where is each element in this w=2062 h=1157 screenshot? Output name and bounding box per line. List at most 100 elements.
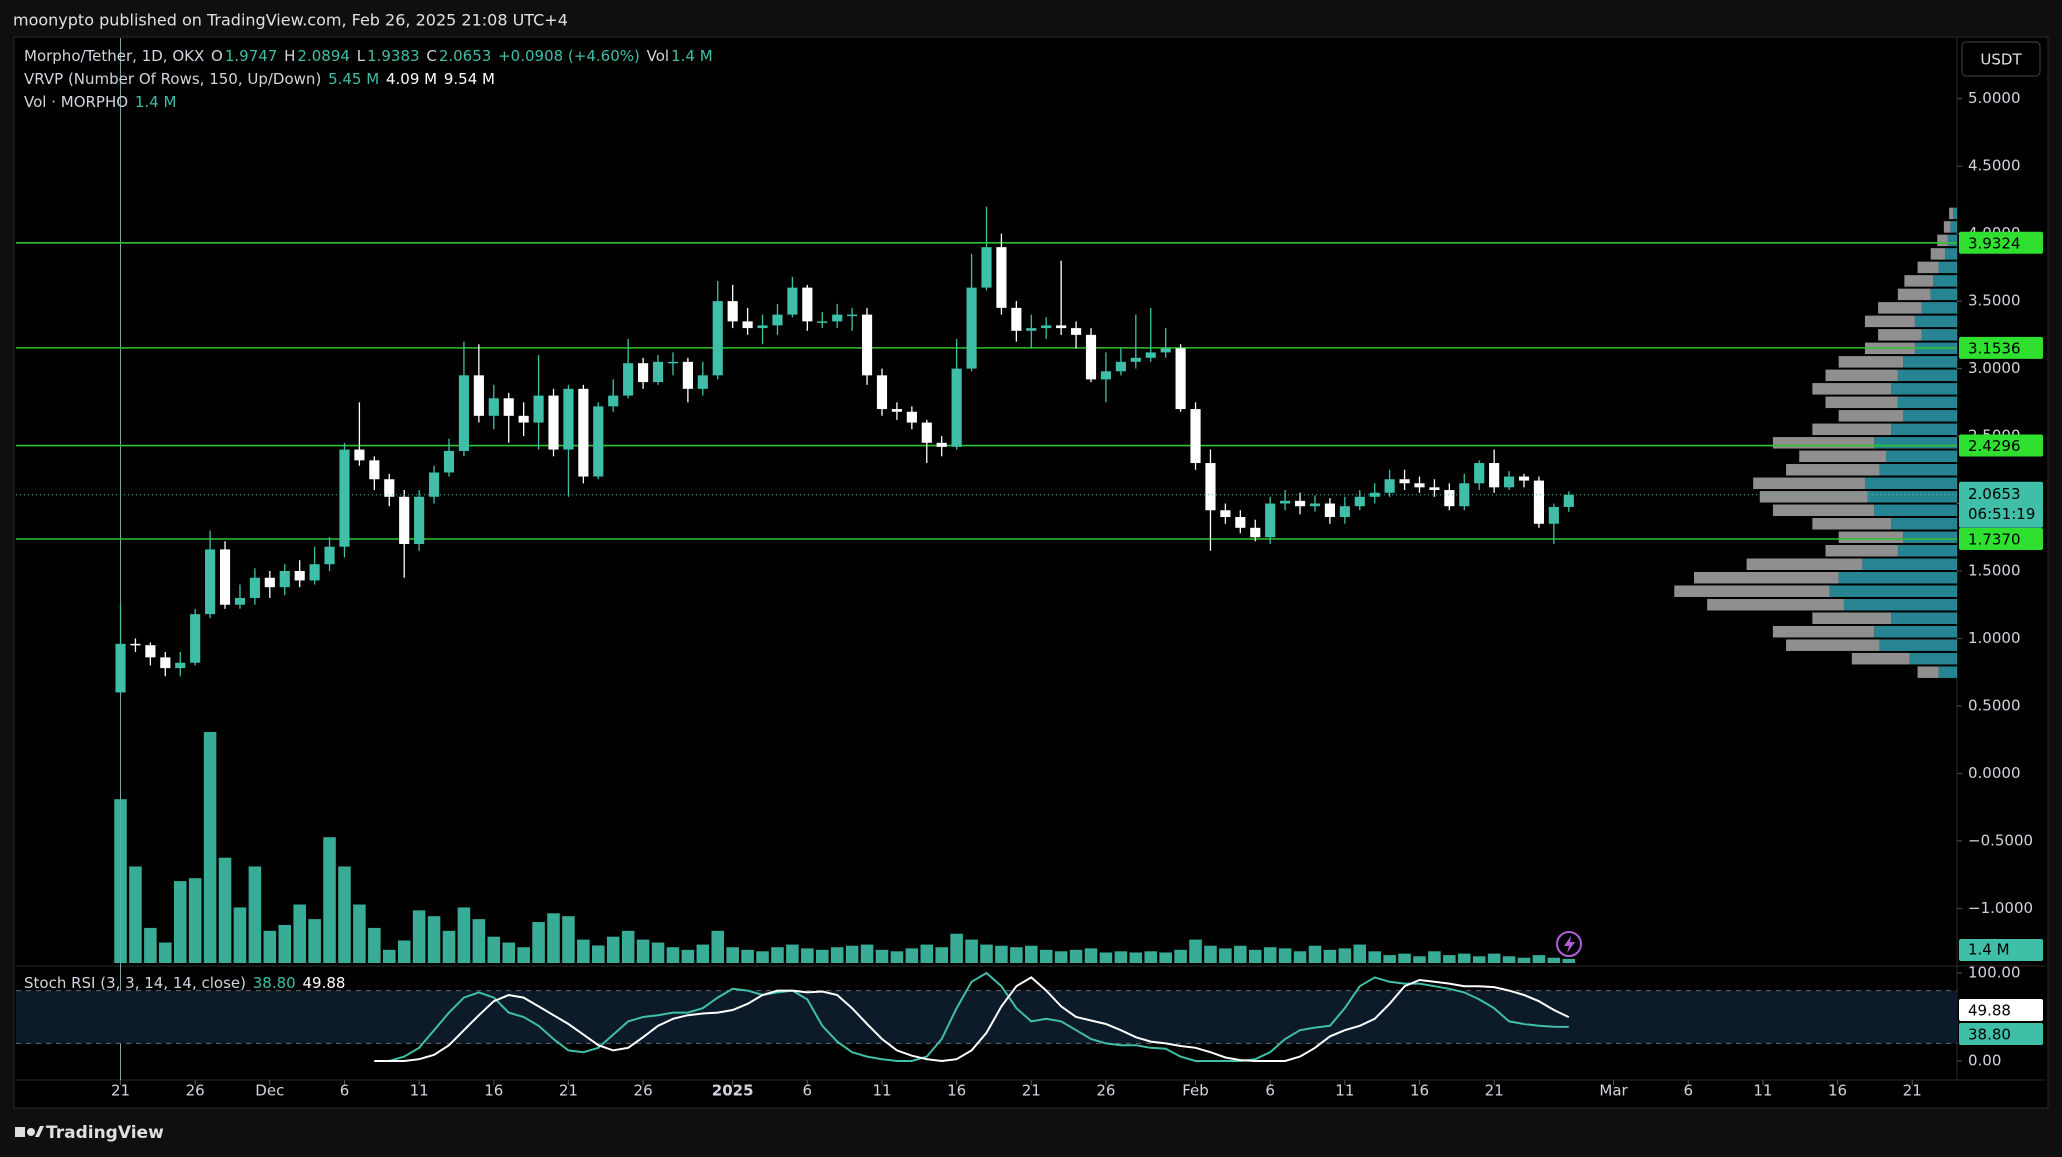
legend-volume: Vol · MORPHO 1.4 M bbox=[24, 93, 178, 111]
candle-body bbox=[1354, 496, 1365, 507]
vrvp-down bbox=[1759, 491, 1868, 503]
candle-body bbox=[160, 657, 171, 669]
stoch-k-label: 38.80 bbox=[1968, 1025, 2011, 1043]
candle-body bbox=[190, 614, 201, 663]
candle-body bbox=[1309, 503, 1321, 507]
candle-body bbox=[667, 361, 679, 364]
vrvp-down bbox=[1838, 356, 1904, 368]
volume-bar bbox=[995, 945, 1008, 963]
vrvp-up bbox=[1897, 369, 1957, 382]
volume-bar bbox=[382, 949, 396, 963]
volume-bar bbox=[860, 944, 874, 963]
y-tick-label: 4.5000 bbox=[1968, 157, 2021, 175]
x-tick-label: 11 bbox=[1335, 1082, 1354, 1100]
vrvp-total: 5.45 M bbox=[328, 70, 380, 88]
stoch-k: 38.80 bbox=[252, 974, 296, 992]
level-label-bg bbox=[1959, 434, 2043, 457]
volume-label: 1.4 M bbox=[1968, 941, 2010, 959]
candle-body bbox=[249, 577, 260, 598]
candle-body bbox=[697, 375, 708, 389]
volume-bar bbox=[726, 947, 739, 963]
volume-bar bbox=[636, 939, 650, 963]
candle-body bbox=[1489, 463, 1500, 488]
volume-bar bbox=[830, 947, 844, 963]
vrvp-down bbox=[1812, 518, 1892, 530]
candle-body bbox=[369, 460, 380, 480]
volume-bar bbox=[965, 939, 978, 963]
candle-body bbox=[712, 301, 723, 376]
volume-bar bbox=[681, 949, 695, 963]
vrvp-up bbox=[1914, 315, 1957, 328]
candle-body bbox=[145, 645, 156, 658]
last-price-label: 2.0653 bbox=[1968, 485, 2021, 503]
x-tick-label: Mar bbox=[1599, 1082, 1628, 1100]
y-tick-label: 1.5000 bbox=[1968, 561, 2021, 579]
volume-bar bbox=[1278, 948, 1292, 963]
volume-bar bbox=[875, 949, 889, 963]
stoch-band bbox=[16, 990, 1957, 1044]
volume-bar bbox=[1099, 952, 1113, 963]
candle-body bbox=[1160, 348, 1171, 353]
vrvp-up bbox=[1885, 450, 1957, 463]
currency-label[interactable]: USDT bbox=[1980, 51, 2022, 69]
vrvp-up bbox=[1829, 585, 1957, 597]
candle-body bbox=[339, 449, 350, 547]
volume-bar bbox=[621, 930, 635, 963]
vrvp-down bbox=[1812, 423, 1892, 436]
ohlc-value: 2.0894 bbox=[297, 47, 350, 65]
vrvp-down bbox=[1943, 221, 1951, 233]
volume-bar bbox=[1383, 955, 1396, 963]
logo-part bbox=[27, 1128, 35, 1136]
candle-body bbox=[1026, 328, 1037, 331]
vrvp-down bbox=[1746, 558, 1863, 570]
x-tick-label: 26 bbox=[186, 1082, 205, 1100]
alert-circle[interactable] bbox=[1556, 931, 1582, 957]
x-tick-label: Dec bbox=[255, 1082, 284, 1100]
volume-bar bbox=[606, 936, 620, 963]
y-tick-label: 0.5000 bbox=[1968, 696, 2021, 714]
candle-body bbox=[294, 570, 305, 581]
vrvp-up bbox=[1933, 275, 1957, 287]
volume-bar bbox=[1025, 945, 1038, 963]
level-label-bg bbox=[1959, 231, 2043, 254]
volume-bar bbox=[532, 922, 545, 963]
candle-body bbox=[219, 549, 231, 605]
stoch-line-k bbox=[374, 971, 1569, 1062]
vrvp-up bbox=[1874, 625, 1957, 638]
candle-body bbox=[1250, 527, 1261, 538]
currency-button[interactable] bbox=[1961, 41, 2041, 77]
candle-body bbox=[473, 375, 484, 416]
volume-bar bbox=[786, 944, 799, 963]
volume-bar bbox=[323, 837, 336, 963]
candle-body bbox=[727, 301, 738, 322]
volume-bar bbox=[1323, 949, 1337, 963]
alert-bolt[interactable] bbox=[1564, 936, 1575, 953]
candle-body bbox=[847, 314, 858, 317]
volume-bar bbox=[1308, 945, 1322, 963]
volume-value: 1.4 M bbox=[134, 93, 177, 111]
legend-main: Morpho/Tether, 1D, OKX O 1.9747 H 2.0894 L… bbox=[24, 47, 715, 65]
stoch-d-label: 49.88 bbox=[1968, 1001, 2011, 1019]
candle-body bbox=[578, 388, 589, 477]
last-price-bg bbox=[1959, 481, 2043, 528]
x-tick-label: Feb bbox=[1182, 1082, 1209, 1100]
volume-bar bbox=[1129, 952, 1143, 963]
x-tick-label: 16 bbox=[484, 1082, 503, 1100]
volume-bar bbox=[114, 799, 127, 963]
candle-body bbox=[205, 549, 216, 615]
level-label: 3.1536 bbox=[1968, 339, 2021, 357]
volume-bar bbox=[1502, 956, 1516, 963]
ohlc-value: 2.0653 bbox=[438, 47, 492, 65]
vrvp-up bbox=[1921, 302, 1957, 314]
candle-body bbox=[533, 395, 544, 423]
vrvp-down bbox=[1851, 652, 1910, 665]
vrvp-up bbox=[1903, 410, 1957, 422]
stoch-d-label-bg bbox=[1959, 998, 2043, 1021]
logo-part bbox=[15, 1127, 25, 1137]
alert-icon[interactable] bbox=[1556, 931, 1582, 957]
x-tick-label: 6 bbox=[803, 1082, 813, 1100]
volume-bar bbox=[1413, 956, 1426, 963]
volume-bar bbox=[547, 913, 560, 963]
volume-bar bbox=[1219, 948, 1232, 963]
